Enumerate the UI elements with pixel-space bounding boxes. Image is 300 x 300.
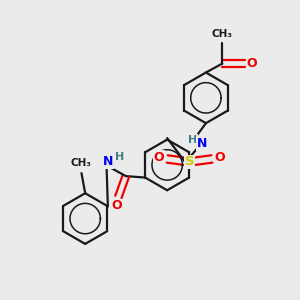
Text: H: H (115, 152, 124, 162)
Text: O: O (154, 151, 164, 164)
Text: N: N (197, 137, 207, 150)
Text: O: O (112, 200, 122, 212)
Text: H: H (188, 135, 197, 145)
Text: S: S (185, 155, 194, 168)
Text: N: N (103, 155, 113, 168)
Text: CH₃: CH₃ (212, 29, 233, 39)
Text: O: O (247, 57, 257, 70)
Text: O: O (215, 151, 225, 164)
Text: CH₃: CH₃ (71, 158, 92, 168)
